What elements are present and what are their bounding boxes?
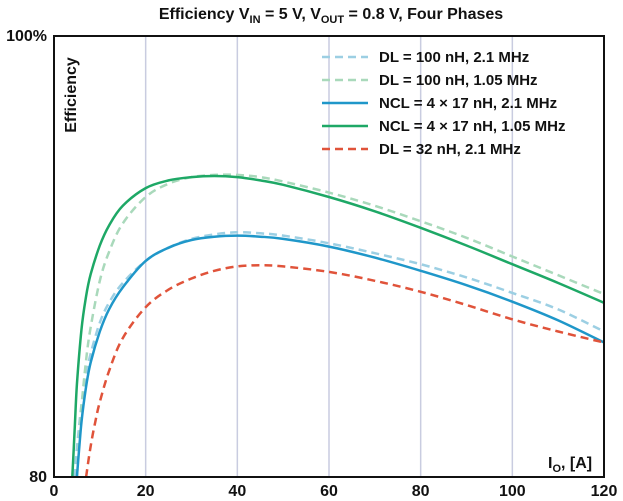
chart-legend: DL = 100 nH, 2.1 MHz DL = 100 nH, 1.05 MH… xyxy=(322,49,565,158)
legend-label: DL = 32 nH, 2.1 MHz xyxy=(379,141,521,158)
x-tick-label: 0 xyxy=(50,483,59,500)
x-tick-label: 40 xyxy=(228,483,246,500)
y-tick-label: 100% xyxy=(6,28,47,45)
series-line-2 xyxy=(75,173,604,477)
y-axis-ticks: 80 100% xyxy=(6,28,47,486)
series-lines xyxy=(71,173,604,477)
x-tick-label: 20 xyxy=(137,483,155,500)
plot-frame xyxy=(53,35,605,478)
x-tick-label: 60 xyxy=(320,483,338,500)
x-axis-label: IO, [A] xyxy=(548,455,592,475)
legend-label: NCL = 4 × 17 nH, 1.05 MHz xyxy=(379,118,565,135)
x-axis-ticks: 0 20 40 60 80 100 120 xyxy=(50,483,618,500)
x-tick-label: 100 xyxy=(499,483,526,500)
series-line-3 xyxy=(75,234,604,477)
x-tick-label: 120 xyxy=(591,483,618,500)
x-tick-label: 80 xyxy=(412,483,430,500)
y-tick-label: 80 xyxy=(29,469,47,486)
legend-label: DL = 100 nH, 1.05 MHz xyxy=(379,72,538,89)
legend-label: NCL = 4 × 17 nH, 2.1 MHz xyxy=(379,95,557,112)
legend-label: DL = 100 nH, 2.1 MHz xyxy=(379,49,529,66)
chart-title: Efficiency VIN = 5 V, VOUT = 0.8 V, Four… xyxy=(159,6,503,26)
series-line-5 xyxy=(84,264,604,477)
y-axis-label: Efficiency xyxy=(63,57,80,133)
series-line-4 xyxy=(71,174,604,477)
